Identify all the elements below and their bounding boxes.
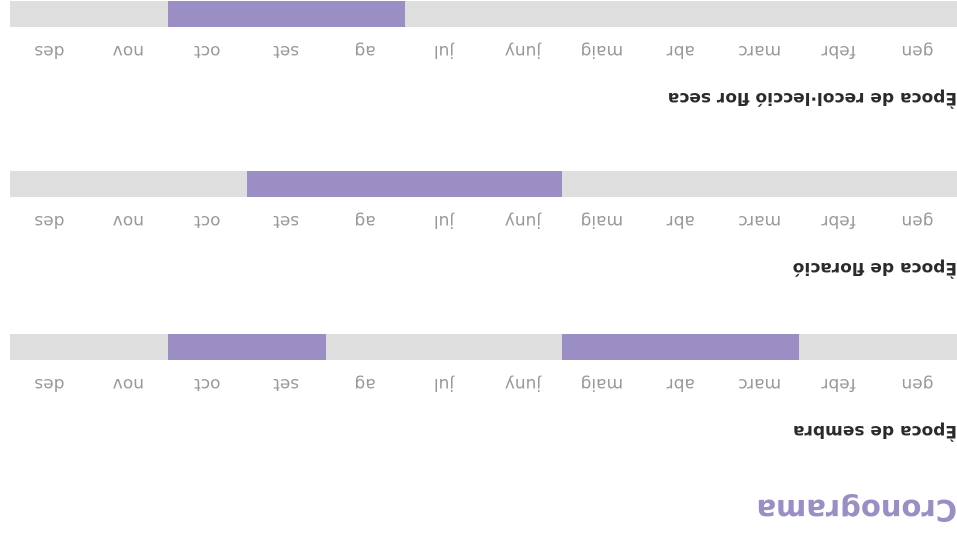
- month-label: set: [273, 211, 300, 231]
- month-label: juny: [504, 374, 542, 394]
- period-bar: [246, 171, 563, 197]
- month-label: nov: [112, 41, 144, 61]
- month-label: ag: [354, 211, 376, 231]
- month-label: maig: [580, 374, 624, 394]
- month-label: gen: [901, 211, 934, 231]
- month-label: des: [34, 374, 65, 394]
- timeline-track: [10, 1, 957, 27]
- month-label: set: [273, 41, 300, 61]
- month-label: des: [34, 41, 65, 61]
- month-label: abr: [666, 211, 695, 231]
- timeline-track: [10, 334, 957, 360]
- month-label: gen: [901, 41, 934, 61]
- section-heading: Època de recol·lecció flor seca: [667, 88, 957, 108]
- month-label: febr: [821, 211, 856, 231]
- month-label: des: [34, 211, 65, 231]
- month-label: ag: [354, 41, 376, 61]
- month-label: marc: [738, 41, 782, 61]
- month-label: marc: [738, 211, 782, 231]
- timeline-track: [10, 171, 957, 197]
- month-label: jul: [433, 41, 455, 61]
- section-heading: Època de floració: [792, 258, 957, 278]
- month-label: maig: [580, 41, 624, 61]
- month-label: oct: [194, 41, 221, 61]
- period-bar: [167, 1, 405, 27]
- month-label: oct: [194, 211, 221, 231]
- month-label: febr: [821, 374, 856, 394]
- month-label: febr: [821, 41, 856, 61]
- section-heading: Època de sembra: [793, 421, 957, 441]
- month-label: set: [273, 374, 300, 394]
- period-bar: [167, 334, 326, 360]
- month-label: ag: [354, 374, 376, 394]
- month-label: juny: [504, 211, 542, 231]
- month-label: juny: [504, 41, 542, 61]
- month-label: nov: [112, 211, 144, 231]
- month-label: nov: [112, 374, 144, 394]
- month-label: marc: [738, 374, 782, 394]
- month-label: gen: [901, 374, 934, 394]
- period-bar: [562, 334, 800, 360]
- month-label: jul: [433, 211, 455, 231]
- month-label: jul: [433, 374, 455, 394]
- month-label: abr: [666, 374, 695, 394]
- month-label: maig: [580, 211, 624, 231]
- page-title: Cronograma: [756, 493, 957, 527]
- month-label: abr: [666, 41, 695, 61]
- month-label: oct: [194, 374, 221, 394]
